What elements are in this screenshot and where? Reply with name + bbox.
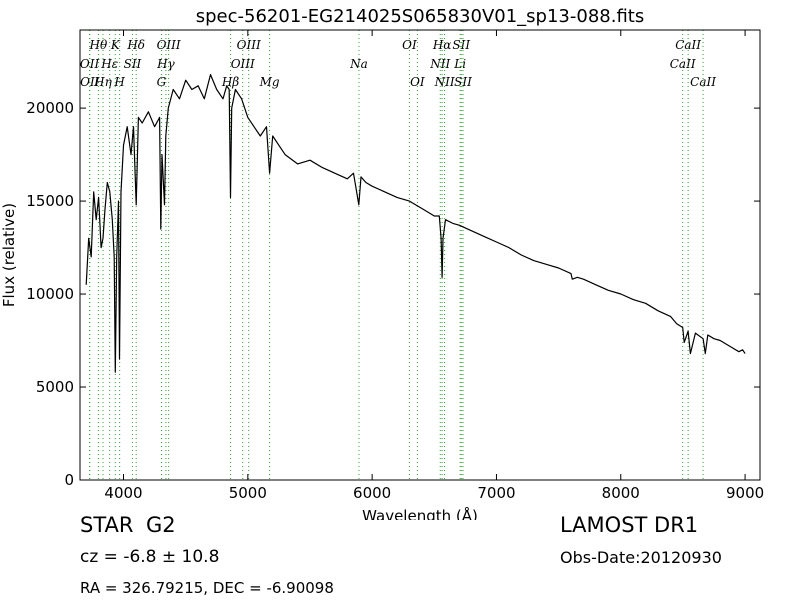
line-marker-label-14: OIII [237, 38, 261, 52]
line-marker-label-21: Hα [432, 38, 452, 52]
line-marker-label-10: Hγ [156, 57, 175, 71]
chart-title: spec-56201-EG214025S065830V01_sp13-088.f… [196, 6, 644, 27]
line-marker-label-4: Hε [100, 57, 118, 71]
object-subclass: G2 [146, 513, 176, 537]
line-marker-label-8: Hδ [126, 38, 145, 52]
y-axis-label: Flux (relative) [0, 203, 18, 307]
line-marker-label-16: Na [349, 57, 368, 71]
axes: 4000 5000 6000 7000 8000 9000 0 5000 10000 15000 2… [26, 30, 764, 502]
survey-name: LAMOST DR1 [560, 513, 699, 537]
line-marker-label-26: CaII [675, 38, 701, 52]
line-marker-label-9: G [157, 75, 167, 89]
line-marker-label-6: H [113, 75, 125, 89]
line-marker-label-19: NII [429, 57, 450, 71]
line-marker-label-11: OIII [157, 38, 181, 52]
x-tick-label-2: 6000 [353, 484, 391, 502]
y-tick-label-4: 20000 [26, 99, 74, 117]
line-marker-label-20: NII [434, 75, 455, 89]
line-marker-label-15: Mg [259, 75, 280, 89]
x-tick-label-5: 9000 [726, 484, 764, 502]
line-marker-label-13: OIII [231, 57, 255, 71]
x-tick-label-0: 4000 [104, 484, 142, 502]
x-tick-label-3: 7000 [477, 484, 515, 502]
line-marker-label-27: CaII [690, 75, 716, 89]
spectral-line-markers: OIIHθOIIHηHεKHSIIHδGHγOIIIHβOIIIOIIIMgNa… [80, 30, 716, 480]
y-tick-label-3: 15000 [26, 192, 74, 210]
observation-date: Obs-Date:20120930 [560, 548, 722, 567]
x-axis-label: Wavelength (Å) [362, 506, 478, 520]
line-marker-label-18: OI [410, 75, 425, 89]
line-marker-label-24: SII [454, 75, 472, 89]
line-marker-label-7: SII [124, 57, 142, 71]
x-tick-label-1: 5000 [229, 484, 267, 502]
coordinates: RA = 326.79215, DEC = -6.90098 [80, 579, 334, 597]
line-marker-label-12: Hβ [221, 75, 239, 89]
x-tick-label-4: 8000 [602, 484, 640, 502]
line-marker-label-17: OI [402, 38, 417, 52]
line-marker-label-1: Hθ [89, 38, 108, 52]
spectrum-chart: OIIHθOIIHηHεKHSIIHδGHγOIIIHβOIIIOIIIMgNa… [0, 6, 764, 520]
spectrum-line-0 [85, 73, 746, 373]
y-tick-label-1: 5000 [36, 378, 74, 396]
spectrum-series [85, 73, 746, 373]
y-tick-label-0: 0 [64, 471, 74, 489]
line-marker-label-25: CaII [670, 57, 696, 71]
line-marker-label-23: SII [452, 38, 470, 52]
object-class: STAR [80, 513, 134, 537]
line-marker-label-5: K [110, 38, 121, 52]
line-marker-label-22: Li [453, 57, 466, 71]
line-marker-label-3: Hη [93, 75, 112, 89]
line-marker-label-2: OII [80, 75, 100, 89]
line-marker-label-0: OII [80, 57, 100, 71]
plot-frame [79, 29, 761, 481]
y-tick-label-2: 10000 [26, 285, 74, 303]
redshift-value: cz = -6.8 ± 10.8 [80, 547, 220, 567]
